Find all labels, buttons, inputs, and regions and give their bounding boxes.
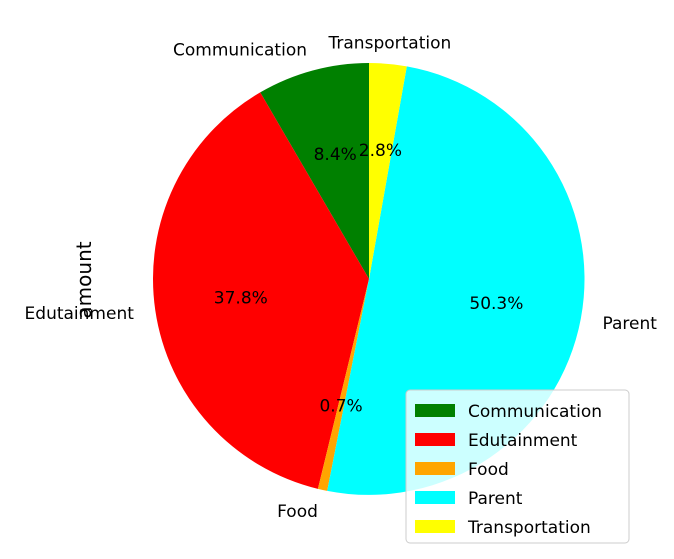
- pie-slice-parent: [327, 66, 585, 495]
- legend-swatch-edutainment: [415, 433, 455, 446]
- legend-frame: [405, 389, 630, 544]
- percent-label-communication: 8.4%: [314, 145, 357, 165]
- legend-label-parent: Parent: [468, 489, 523, 509]
- legend-swatch-parent: [415, 491, 455, 504]
- category-label-communication: Communication: [173, 41, 307, 61]
- legend-swatch-transportation: [415, 520, 455, 533]
- percent-label-edutainment: 37.8%: [214, 289, 268, 309]
- pie-slice-edutainment: [153, 92, 369, 489]
- pie-slice-food: [317, 279, 369, 491]
- category-labels: Communication Edutainment Food Parent Transp…: [25, 33, 658, 522]
- pie-slice-transportation: [369, 63, 407, 279]
- legend-label-edutainment: Edutainment: [468, 431, 578, 451]
- legend-label-communication: Communication: [468, 402, 602, 422]
- category-label-transportation: Transportation: [328, 33, 452, 53]
- pie-slices: [153, 63, 585, 495]
- legend: Communication Edutainment Food Parent Transp…: [405, 389, 630, 544]
- legend-swatch-communication: [415, 404, 455, 417]
- percent-label-food: 0.7%: [319, 397, 362, 417]
- percent-labels: 8.4% 37.8% 0.7% 50.3% 2.8%: [214, 141, 524, 417]
- percent-label-parent: 50.3%: [469, 294, 523, 314]
- category-label-edutainment: Edutainment: [25, 304, 135, 324]
- legend-label-transportation: Transportation: [467, 518, 591, 538]
- pie-slice-communication: [260, 63, 369, 279]
- legend-swatch-food: [415, 462, 455, 475]
- category-label-parent: Parent: [603, 314, 658, 334]
- legend-label-food: Food: [468, 460, 509, 480]
- percent-label-transportation: 2.8%: [359, 141, 402, 161]
- category-label-food: Food: [277, 502, 318, 522]
- y-axis-label: amount: [72, 241, 96, 318]
